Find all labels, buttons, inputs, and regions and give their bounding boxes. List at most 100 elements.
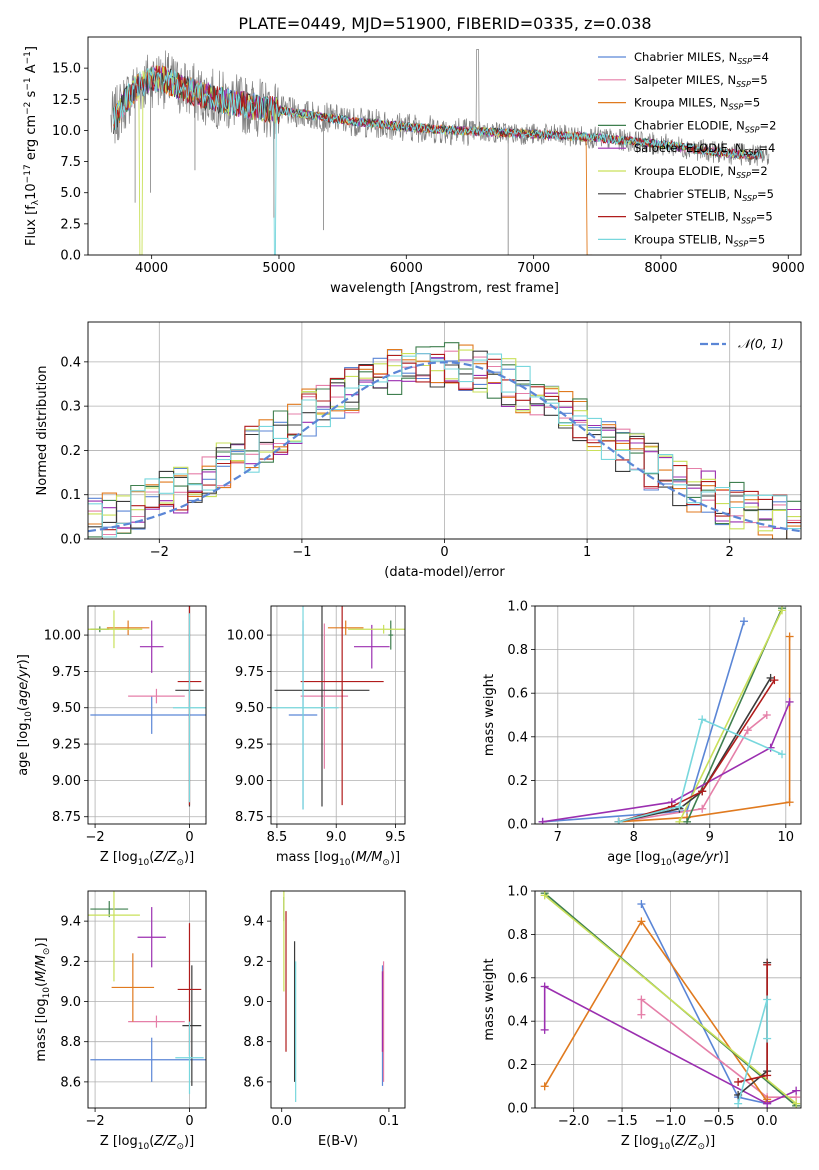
legend-nssp: =5 xyxy=(756,210,773,224)
errorbar-point xyxy=(137,907,166,968)
label-part: 10 xyxy=(24,183,39,200)
label-part: erg cm xyxy=(24,115,39,164)
y-tick-label: 0.0 xyxy=(60,249,81,264)
label-part: Z [log xyxy=(100,1134,138,1149)
label-part: )] xyxy=(34,937,49,947)
y-tick-label: 10.0 xyxy=(52,124,81,139)
x-axis-label: Z [log10(Z/Z⊙)] xyxy=(100,1134,194,1152)
plot-area xyxy=(538,606,794,824)
label-part: Flux [f xyxy=(24,205,39,246)
axes-frame xyxy=(534,890,802,1109)
axes-frame xyxy=(87,321,802,540)
y-tick-label: 0.4 xyxy=(507,730,528,745)
y-tick-label: 9.0 xyxy=(243,995,264,1010)
x-tick-label: −2 xyxy=(85,830,104,845)
legend-model-name: Kroupa MILES, N xyxy=(634,96,729,110)
y-tick-label: 0.3 xyxy=(60,400,81,415)
y-tick-label: 8.6 xyxy=(243,1075,264,1090)
label-subscript: 10 xyxy=(659,1142,671,1152)
x-tick-label: 8000 xyxy=(644,261,677,276)
y-tick-label: 0.8 xyxy=(507,643,528,658)
legend-subscript: SSP xyxy=(744,148,759,157)
x-tick-label: −2 xyxy=(150,545,169,560)
y-axis-label: age [log10(age/yr)] xyxy=(16,654,34,776)
y-tick-label: 0.2 xyxy=(60,444,81,459)
x-tick-label: 9.0 xyxy=(326,830,347,845)
y-axis-label: mass weight xyxy=(482,674,497,756)
y-tick-label: 9.25 xyxy=(235,738,264,753)
y-tick-label: 0.6 xyxy=(507,971,528,986)
label-subscript: ⊙ xyxy=(697,1142,705,1152)
x-axis-label: E(B-V) xyxy=(318,1134,358,1149)
legend-label: 𝒩(0, 1) xyxy=(738,336,784,351)
y-tick-label: 10.00 xyxy=(44,629,81,644)
label-part: ( xyxy=(16,706,31,711)
label-part: ( xyxy=(672,850,677,865)
label-part: −2 xyxy=(23,102,33,115)
weight-series-line xyxy=(618,636,791,823)
errorbar-point xyxy=(111,953,155,1022)
x-tick-label: 0 xyxy=(440,545,448,560)
weight-series-line xyxy=(542,701,791,823)
label-italic: Z/Z xyxy=(153,850,177,865)
weight-series-line xyxy=(544,894,797,1105)
y-tick-label: 0.0 xyxy=(507,818,528,833)
errorbar-point xyxy=(182,965,202,1086)
label-part: Z [log xyxy=(621,1134,659,1149)
y-axis-label: mass weight xyxy=(482,958,497,1040)
legend-subscript: SSP xyxy=(742,194,757,203)
errorbar-point xyxy=(128,688,185,704)
y-tick-label: 8.8 xyxy=(60,1035,81,1050)
errorbar-point xyxy=(300,606,384,806)
y-tick-label: 12.5 xyxy=(52,93,81,108)
label-italic: M/M xyxy=(356,850,383,865)
errorbar-point xyxy=(106,620,150,636)
axes-frame xyxy=(270,890,406,1109)
legend-model-name: Salpeter ELODIE, N xyxy=(634,141,744,155)
chart-weight-vs-Z: −2.0 −1.5 −1.0 −0.5 0.0 0.0 0.2 0.4 0.6 0.8 1.0 Z [… xyxy=(482,885,802,1152)
plot-area xyxy=(540,891,801,1108)
label-subscript: 10 xyxy=(339,858,351,868)
y-tick-label: 7.5 xyxy=(60,155,81,170)
y-axis-label: mass [log10(M/M⊙)] xyxy=(34,937,52,1061)
legend-subscript: SSP xyxy=(729,103,744,112)
legend-subscript: SSP xyxy=(736,171,751,180)
y-axis-label: Normed distribution xyxy=(35,366,50,496)
weight-series-line xyxy=(737,962,768,1096)
legend-model-name: Kroupa STELIB, N xyxy=(634,232,734,246)
label-subscript: 10 xyxy=(660,858,672,868)
label-part: −17 xyxy=(23,164,33,183)
x-tick-label: −2 xyxy=(85,1114,104,1129)
y-tick-label: 0.2 xyxy=(507,774,528,789)
y-tick-label: 0.4 xyxy=(507,1015,528,1030)
legend-nssp: =4 xyxy=(752,50,769,64)
legend-model-name: Salpeter MILES, N xyxy=(634,73,736,87)
y-tick-label: 2.5 xyxy=(60,217,81,232)
y-tick-label: 0.6 xyxy=(507,687,528,702)
errorbar-point xyxy=(274,606,370,807)
legend-label: Chabrier ELODIE, NSSP=2 xyxy=(634,118,776,134)
x-axis-label: wavelength [Angstrom, rest frame] xyxy=(330,281,559,296)
label-part: −1 xyxy=(23,77,33,90)
label-part: )] xyxy=(390,850,400,865)
errorbar-point xyxy=(388,620,394,650)
x-tick-label: 8 xyxy=(630,830,638,845)
x-tick-label: 0.0 xyxy=(757,1114,778,1129)
y-tick-label: 9.2 xyxy=(60,955,81,970)
y-tick-label: 9.4 xyxy=(243,915,264,930)
x-tick-label: −1.5 xyxy=(606,1114,638,1129)
y-tick-label: 9.4 xyxy=(60,915,81,930)
chart-mass-vs-ebv: 0.0 0.1 8.6 8.8 9.0 9.2 9.4 E(B-V) xyxy=(243,890,406,1149)
errorbar-point xyxy=(128,1015,185,1028)
label-part: )] xyxy=(705,1134,715,1149)
errorbar-point xyxy=(175,1021,204,1094)
errorbar-point xyxy=(271,606,339,810)
y-tick-label: 0.0 xyxy=(60,533,81,548)
x-tick-label: 0.1 xyxy=(379,1114,400,1129)
grid xyxy=(535,605,801,825)
chart-spectrum: 4000 5000 6000 7000 8000 9000 0.0 2.5 5.0 7.5 10.0… xyxy=(23,36,805,296)
residual-histogram xyxy=(88,342,801,538)
y-tick-label: 9.75 xyxy=(235,665,264,680)
